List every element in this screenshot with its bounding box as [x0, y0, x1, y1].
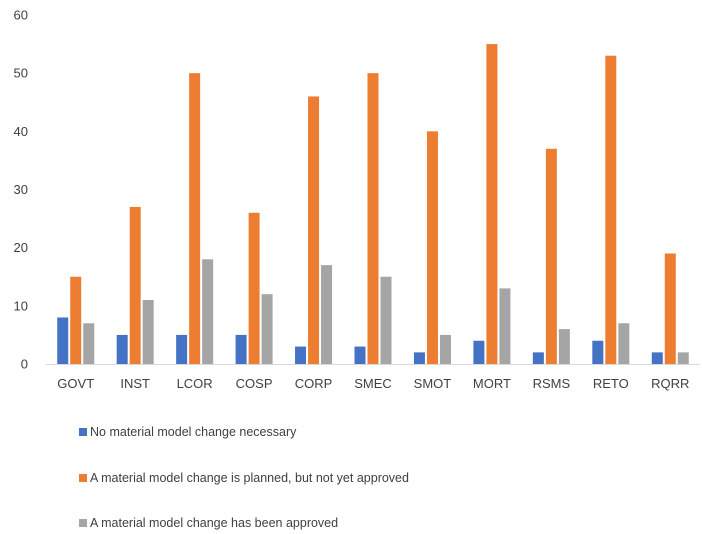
bar-rqrr-series-3 — [677, 352, 689, 364]
y-tick-label: 50 — [14, 66, 28, 81]
bar-smec-series-2 — [367, 73, 379, 365]
y-tick-label: 10 — [14, 298, 28, 313]
bar-rsms-series-3 — [558, 329, 570, 364]
bar-mort-series-3 — [499, 288, 511, 364]
bar-rsms-series-2 — [545, 148, 557, 364]
bar-lcor-series-3 — [202, 259, 214, 364]
bar-inst-series-2 — [129, 206, 141, 364]
legend-swatch — [79, 474, 87, 482]
bar-smot-series-3 — [439, 334, 451, 364]
y-tick-label: 20 — [14, 240, 28, 255]
bar-smot-series-2 — [426, 131, 438, 364]
y-axis-ticks: 0 10 20 30 40 50 60 — [14, 8, 28, 372]
bar-reto-series-3 — [618, 323, 630, 364]
bar-inst-series-3 — [142, 300, 154, 364]
y-tick-label: 60 — [14, 8, 28, 23]
bar-govt-series-2 — [70, 276, 82, 364]
legend-label: A material model change has been approve… — [90, 516, 339, 530]
y-tick-label: 40 — [14, 124, 28, 139]
x-tick-label: SMEC — [354, 376, 392, 391]
bar-cosp-series-1 — [235, 334, 247, 364]
bar-corp-series-1 — [295, 346, 307, 364]
x-tick-label: INST — [120, 376, 150, 391]
x-tick-label: LCOR — [177, 376, 213, 391]
bar-mort-series-1 — [473, 340, 485, 364]
x-tick-label: COSP — [236, 376, 273, 391]
x-tick-label: RQRR — [651, 376, 689, 391]
y-tick-label: 0 — [21, 357, 28, 372]
legend-label: A material model change is planned, but … — [90, 471, 409, 485]
bar-lcor-series-2 — [189, 73, 201, 365]
legend-item-series-3: A material model change has been approve… — [79, 516, 338, 530]
bar-corp-series-3 — [321, 265, 333, 364]
x-axis-ticks: GOVT INST LCOR COSP CORP SMEC SMOT MORT RSMS RETO… — [57, 376, 689, 391]
bar-smec-series-3 — [380, 276, 392, 364]
x-tick-label: MORT — [473, 376, 511, 391]
bar-reto-series-2 — [605, 55, 617, 364]
legend-swatch — [79, 428, 87, 436]
x-tick-label: RSMS — [533, 376, 571, 391]
bar-smot-series-1 — [413, 352, 425, 364]
bar-lcor-series-1 — [176, 334, 188, 364]
bar-cosp-series-3 — [261, 294, 273, 364]
x-tick-label: CORP — [295, 376, 333, 391]
bar-rqrr-series-1 — [651, 352, 663, 364]
bar-smec-series-1 — [354, 346, 366, 364]
bars — [57, 44, 689, 365]
legend-item-series-1: No material model change necessary — [79, 425, 296, 439]
legend-label: No material model change necessary — [90, 425, 297, 439]
bar-inst-series-1 — [116, 334, 128, 364]
y-tick-label: 30 — [14, 182, 28, 197]
bar-reto-series-1 — [592, 340, 604, 364]
bar-govt-series-3 — [83, 323, 95, 364]
bar-rsms-series-1 — [532, 352, 544, 364]
legend-swatch — [79, 519, 87, 527]
bar-mort-series-2 — [486, 44, 498, 364]
x-tick-label: GOVT — [57, 376, 94, 391]
bar-corp-series-2 — [308, 96, 320, 364]
bar-cosp-series-2 — [248, 212, 260, 364]
bar-rqrr-series-2 — [664, 253, 676, 364]
legend-item-series-2: A material model change is planned, but … — [79, 471, 409, 485]
bar-govt-series-1 — [57, 317, 69, 364]
x-tick-label: SMOT — [414, 376, 452, 391]
x-tick-label: RETO — [593, 376, 629, 391]
